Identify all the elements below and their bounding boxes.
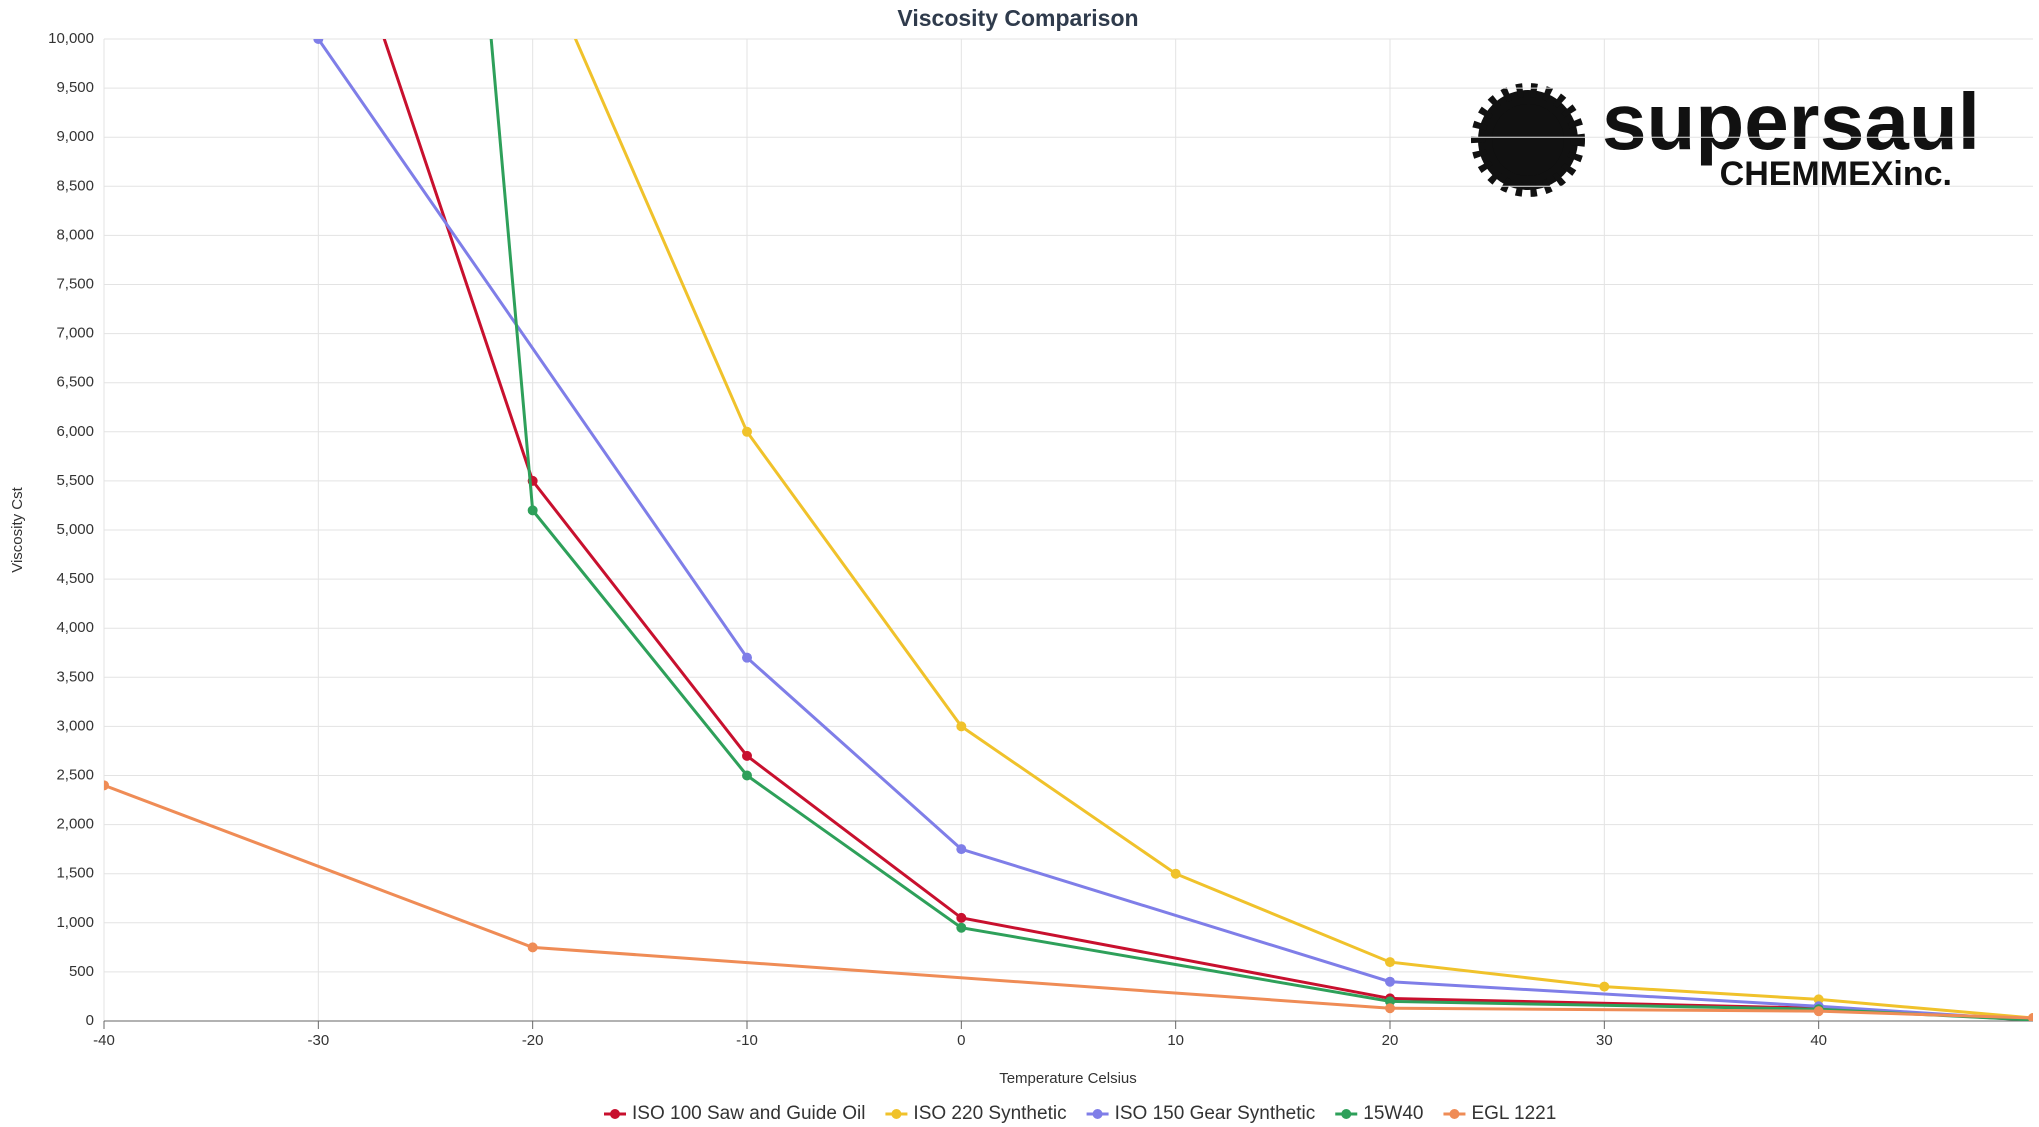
y-tick-label: 6,000 (56, 423, 94, 440)
x-tick-label: -10 (736, 1032, 758, 1049)
logo-icon-core (1492, 104, 1564, 176)
legend-item[interactable]: ISO 220 Synthetic (885, 1103, 1067, 1124)
y-tick-label: 2,000 (56, 816, 94, 833)
y-tick-label: 4,500 (56, 570, 94, 587)
legend-swatch (1341, 1109, 1352, 1119)
x-tick-label: 30 (1596, 1032, 1613, 1049)
data-point (956, 844, 967, 855)
y-tick-label: 6,500 (56, 374, 94, 391)
legend-label: ISO 100 Saw and Guide Oil (632, 1103, 865, 1124)
data-point (2028, 1013, 2033, 1021)
y-tick-label: 7,000 (56, 325, 94, 342)
x-tick-label: 0 (957, 1032, 965, 1049)
y-tick-label: 3,500 (56, 668, 94, 685)
series-line (104, 783, 2033, 1020)
data-point (1385, 976, 1395, 987)
x-tick-label: 20 (1382, 1032, 1399, 1049)
y-tick-label: 5,500 (56, 472, 94, 489)
legend-item[interactable]: ISO 150 Gear Synthetic (1086, 1103, 1316, 1124)
legend-label: ISO 220 Synthetic (913, 1103, 1066, 1124)
data-point (313, 39, 324, 44)
y-tick-label: 1,000 (56, 914, 94, 931)
y-tick-label: 10,000 (48, 30, 94, 47)
legend-label: ISO 150 Gear Synthetic (1115, 1103, 1316, 1124)
legend-item[interactable]: ISO 100 Saw and Guide Oil (604, 1103, 865, 1124)
y-tick-label: 1,500 (56, 865, 94, 882)
data-point (1813, 1006, 1824, 1017)
data-point (742, 426, 752, 437)
data-point (1385, 957, 1395, 968)
y-tick-label: 7,500 (56, 275, 94, 292)
y-tick-label: 3,000 (56, 717, 94, 734)
data-point (956, 922, 967, 933)
legend-swatch (1092, 1109, 1103, 1119)
y-tick-label: 4,000 (56, 619, 94, 636)
data-point (527, 505, 538, 516)
series-line (573, 39, 2033, 1020)
logo: supersaul CHEMMEXinc. (1471, 77, 1980, 197)
data-point (1385, 996, 1395, 1007)
y-tick-label: 9,500 (56, 79, 94, 96)
data-point (1599, 981, 1610, 992)
data-point (742, 750, 752, 761)
legend-swatch (1449, 1109, 1460, 1119)
legend-label: EGL 1221 (1471, 1103, 1556, 1124)
legend-item[interactable]: 15W40 (1335, 1103, 1423, 1124)
x-tick-label: 10 (1167, 1032, 1184, 1049)
legend-swatch (610, 1109, 620, 1119)
plot-area (104, 39, 2033, 1021)
x-tick-label: -40 (93, 1032, 115, 1049)
x-tick-label: -30 (307, 1032, 329, 1049)
x-tick-label: 40 (1810, 1032, 1827, 1049)
series-line (317, 39, 2033, 1021)
legend-label: 15W40 (1363, 1103, 1423, 1124)
data-point (527, 942, 538, 953)
x-axis-title: Temperature Celsius (999, 1070, 1137, 1087)
y-tick-label: 500 (69, 963, 94, 980)
y-axis-title: Viscosity Cst (9, 486, 26, 572)
y-tick-label: 5,000 (56, 521, 94, 538)
data-point (956, 912, 967, 923)
y-tick-label: 9,000 (56, 128, 94, 145)
y-tick-label: 8,000 (56, 226, 94, 243)
data-point (1813, 994, 1824, 1005)
y-tick-label: 2,500 (56, 766, 94, 783)
data-point (1385, 1003, 1395, 1014)
data-point (1170, 868, 1181, 879)
y-tick-label: 8,500 (56, 177, 94, 194)
data-point (742, 770, 752, 781)
chart-title: Viscosity Comparison (897, 5, 1138, 31)
legend: ISO 100 Saw and Guide Oil ISO 220 Synthet… (604, 1103, 1556, 1124)
logo-subtitle: CHEMMEXinc. (1720, 155, 1952, 193)
logo-name: supersaul (1602, 77, 1980, 166)
data-point (956, 721, 967, 732)
data-point (742, 652, 752, 663)
y-tick-label: 0 (86, 1012, 94, 1029)
data-point (104, 780, 109, 791)
legend-item[interactable]: EGL 1221 (1443, 1103, 1556, 1124)
x-tick-label: -20 (522, 1032, 544, 1049)
legend-swatch (891, 1109, 902, 1119)
